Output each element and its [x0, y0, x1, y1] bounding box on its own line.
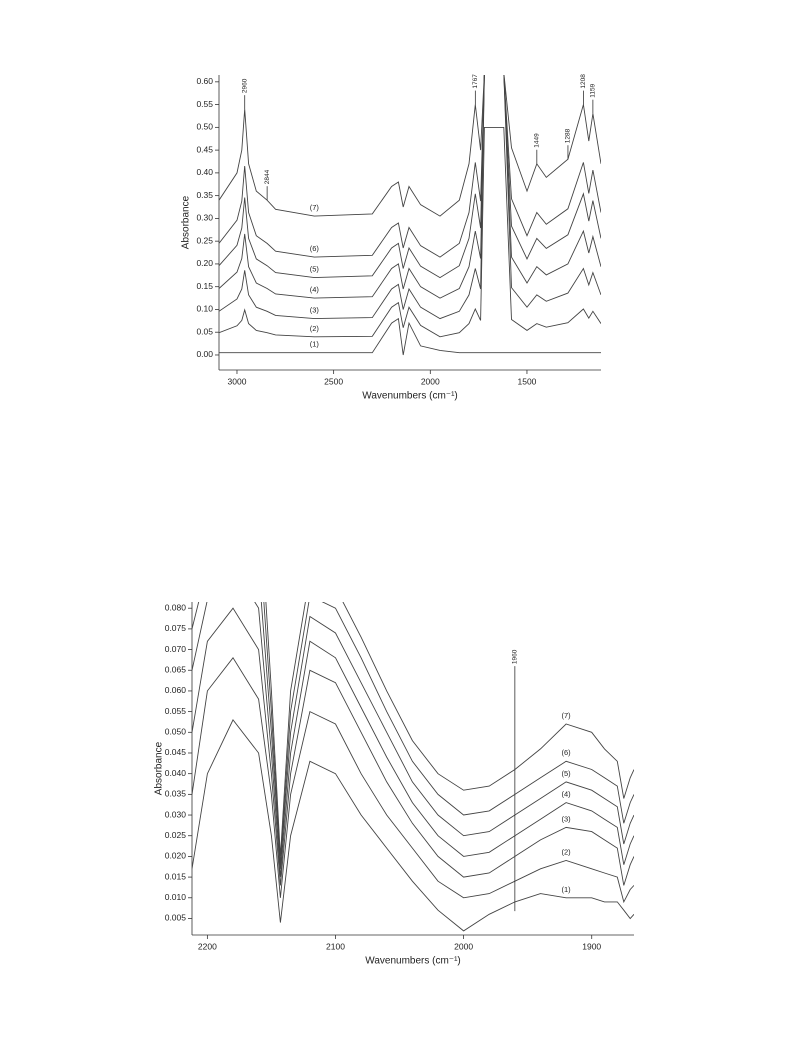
spectrum-line — [192, 602, 634, 878]
y-tick-label: 0.15 — [196, 281, 213, 291]
spectrum-line — [219, 75, 601, 320]
series-label: (2) — [562, 848, 572, 857]
y-tick-label: 0.50 — [196, 122, 213, 132]
spectrum-line — [219, 75, 601, 299]
y-tick-label: 0.010 — [165, 892, 187, 902]
series-label: (1) — [562, 885, 572, 894]
x-axis-title: Wavenumbers (cm⁻¹) — [362, 391, 457, 402]
series-label: (5) — [310, 265, 320, 274]
y-tick-label: 0.60 — [196, 76, 213, 86]
y-tick-label: 0.35 — [196, 190, 213, 200]
y-tick-label: 0.030 — [165, 809, 187, 819]
annotation-label: 1288 — [565, 128, 572, 143]
series-label: (6) — [562, 748, 572, 757]
x-tick-label: 2500 — [324, 376, 343, 386]
y-axis-title: Absorbance — [181, 195, 192, 249]
y-tick-label: 0.040 — [165, 768, 187, 778]
series-label: (4) — [562, 790, 572, 799]
y-tick-label: 0.015 — [165, 871, 187, 881]
x-tick-label: 2100 — [326, 941, 345, 951]
spectrum-line — [219, 75, 601, 258]
y-axis-title: Absorbance — [154, 741, 165, 795]
x-tick-label: 2200 — [198, 941, 217, 951]
y-tick-label: 0.035 — [165, 789, 187, 799]
series-label: (5) — [562, 769, 572, 778]
y-tick-label: 0.20 — [196, 258, 213, 268]
x-axis-title: Wavenumbers (cm⁻¹) — [365, 956, 460, 967]
y-tick-label: 0.020 — [165, 851, 187, 861]
annotation-label: 1159 — [590, 83, 597, 97]
y-tick-label: 0.45 — [196, 144, 213, 154]
annotation-label: 2844 — [264, 169, 271, 184]
annotation-label: 1960 — [512, 649, 519, 664]
y-tick-label: 0.30 — [196, 213, 213, 223]
spectrum-line — [219, 75, 601, 217]
y-tick-label: 0.075 — [165, 623, 187, 633]
spectrum-line — [263, 602, 634, 865]
spectrum-line — [219, 317, 601, 356]
spectrum-line — [192, 602, 634, 869]
y-tick-label: 0.55 — [196, 99, 213, 109]
x-tick-label: 2000 — [421, 376, 440, 386]
y-tick-label: 0.080 — [165, 602, 187, 612]
series-label: (3) — [562, 814, 572, 823]
y-tick-label: 0.055 — [165, 706, 187, 716]
y-tick-label: 0.10 — [196, 304, 213, 314]
x-tick-label: 1500 — [517, 376, 536, 386]
annotation-label: 1449 — [534, 133, 541, 148]
spectrum-line — [192, 719, 634, 932]
series-label: (7) — [310, 203, 320, 212]
spectrum-line — [219, 126, 601, 338]
x-tick-label: 1900 — [582, 941, 601, 951]
y-tick-label: 0.045 — [165, 747, 187, 757]
x-tick-label: 3000 — [228, 376, 247, 386]
annotation-label: 1208 — [580, 74, 587, 89]
series-label: (4) — [310, 285, 320, 294]
series-label: (7) — [562, 711, 572, 720]
y-tick-label: 0.065 — [165, 665, 187, 675]
y-tick-label: 0.25 — [196, 235, 213, 245]
series-label: (6) — [310, 244, 320, 253]
y-tick-label: 0.025 — [165, 830, 187, 840]
spectrum-line — [192, 657, 634, 904]
annotation-label: 1767 — [472, 74, 479, 89]
y-tick-label: 0.050 — [165, 727, 187, 737]
spectrum-line — [219, 75, 601, 279]
series-label: (3) — [310, 306, 320, 315]
annotation-label: 2960 — [241, 78, 248, 93]
spectrum-line — [192, 607, 634, 886]
series-label: (1) — [310, 340, 320, 349]
y-tick-label: 0.070 — [165, 644, 187, 654]
series-label: (2) — [310, 324, 320, 333]
y-tick-label: 0.05 — [196, 326, 213, 336]
y-tick-label: 0.40 — [196, 167, 213, 177]
y-tick-label: 0.060 — [165, 685, 187, 695]
y-tick-label: 0.005 — [165, 913, 187, 923]
y-tick-label: 0.00 — [196, 349, 213, 359]
x-tick-label: 2000 — [454, 941, 473, 951]
spectrum-line — [265, 602, 634, 857]
